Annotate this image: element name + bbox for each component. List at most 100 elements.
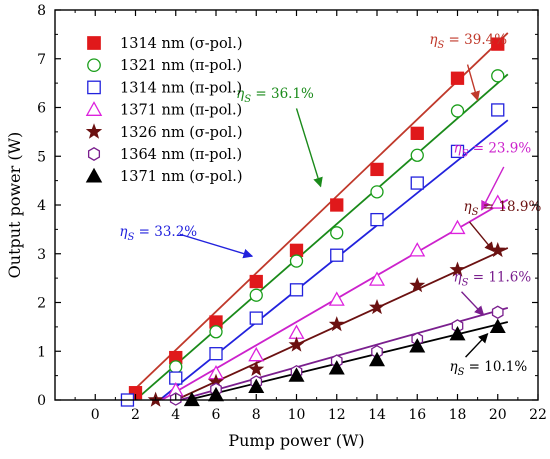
efficiency-annotation-label: ηS = 36.1% [236,86,314,105]
efficiency-value: 10.1% [484,359,527,375]
data-point-series-5 [288,336,305,352]
data-point-series-4 [368,271,386,286]
eta-equals: = [464,359,484,375]
legend-entry: 1314 nm (π-pol.) [87,80,242,96]
y-axis-title: Output power (W) [5,132,24,279]
x-tick-label: 0 [91,407,100,423]
data-point-series-7 [409,338,426,353]
eta-equals: = [134,224,154,240]
fit-line-series-1 [122,32,509,401]
data-point-series-2 [209,325,223,339]
x-tick-label: 12 [328,407,346,423]
eta-equals: = [444,32,464,48]
data-point-series-5 [449,261,466,277]
data-point-series-3 [289,283,304,297]
efficiency-value: 23.9% [488,140,531,156]
legend-marker [87,147,101,161]
legend-entry: 1364 nm (π-pol.) [87,147,242,163]
eta-symbol: η [119,224,127,240]
eta-equals: = [468,140,488,156]
x-tick-label: 14 [368,407,386,423]
x-tick-label: 4 [171,407,180,423]
data-point-series-7 [288,367,305,382]
data-point-series-4 [248,346,265,362]
data-point-series-7 [368,351,386,367]
annotation-arrow [465,332,489,358]
eta-symbol: η [453,270,461,286]
data-point-series-4 [328,291,345,306]
legend-label: 1314 nm (π-pol.) [120,80,242,96]
data-point-series-1 [491,37,505,51]
eta-subscript: S [462,148,469,159]
legend-label: 1321 nm (π-pol.) [120,58,242,74]
annotation-arrow [481,166,505,211]
eta-symbol: η [464,199,472,215]
eta-equals: = [478,199,498,215]
annotation-arrow [466,64,480,102]
annotation-arrow [179,233,254,259]
data-point-series-3 [370,212,384,227]
eta-equals: = [468,270,488,286]
legend-label: 1364 nm (π-pol.) [120,147,242,163]
data-point-series-7 [449,325,466,341]
fit-line-series-2 [134,73,509,401]
data-point-series-1 [370,162,384,177]
efficiency-value: 39.4% [464,32,507,48]
eta-subscript: S [472,207,479,218]
x-tick-label: 16 [408,407,426,423]
x-tick-label: 2 [131,407,140,423]
data-markers [120,37,506,407]
eta-equals: = [251,86,271,102]
efficiency-annotation-label: ηS = 18.9% [464,199,542,218]
legend-marker [85,101,103,116]
legend-entry: 1321 nm (π-pol.) [87,58,242,74]
legend-label: 1371 nm (σ-pol.) [120,169,243,185]
y-tick-label: 2 [37,296,46,312]
data-point-series-1 [330,198,344,212]
y-tick-label: 6 [37,101,46,117]
data-point-series-5 [328,316,345,332]
eta-symbol: η [236,86,244,102]
efficiency-value: 36.1% [271,86,314,102]
y-tick-label: 8 [37,3,46,19]
efficiency-value: 18.9% [498,199,541,215]
efficiency-annotation-label: ηS = 39.4% [429,32,507,51]
annotation-arrow [469,221,495,253]
legend-label: 1326 nm (σ-pol.) [120,125,243,141]
data-point-series-2 [450,104,465,118]
efficiency-annotation-label: ηS = 10.1% [449,359,527,378]
efficiency-value: 33.2% [154,224,197,240]
legend-entry: 1371 nm (π-pol.) [85,101,242,119]
data-point-series-7 [489,318,506,334]
eta-subscript: S [244,94,251,105]
eta-symbol: η [453,140,461,156]
legend-entry: 1371 nm (σ-pol.) [85,167,243,185]
data-point-series-2 [249,288,263,302]
slope-annotations: ηS = 39.4%ηS = 36.1%ηS = 33.2%ηS = 23.9%… [119,32,541,378]
y-tick-label: 0 [37,393,46,409]
efficiency-value: 11.6% [488,270,531,286]
y-tick-label: 4 [37,198,46,214]
legend-marker [87,80,101,95]
eta-subscript: S [458,367,465,378]
x-tick-label: 20 [489,407,507,423]
eta-subscript: S [462,278,469,289]
legend-marker [87,58,101,73]
x-tick-label: 6 [212,407,221,423]
data-point-series-5 [409,277,426,293]
data-point-series-2 [370,185,384,199]
legend: 1314 nm (σ-pol.) 1321 nm (π-pol.) 1314 nm … [85,36,243,185]
data-point-series-3 [330,248,344,262]
x-tick-label: 22 [529,407,547,423]
efficiency-annotation-label: ηS = 23.9% [453,140,531,159]
x-tick-label: 8 [252,407,261,423]
legend-entry: 1326 nm (σ-pol.) [85,123,243,141]
annotation-arrow [461,291,485,316]
legend-marker [85,123,103,139]
data-point-series-1 [450,71,465,85]
data-point-series-1 [249,274,263,289]
efficiency-annotation-label: ηS = 33.2% [119,224,197,243]
data-point-series-3 [209,347,223,361]
eta-symbol: η [429,32,437,48]
